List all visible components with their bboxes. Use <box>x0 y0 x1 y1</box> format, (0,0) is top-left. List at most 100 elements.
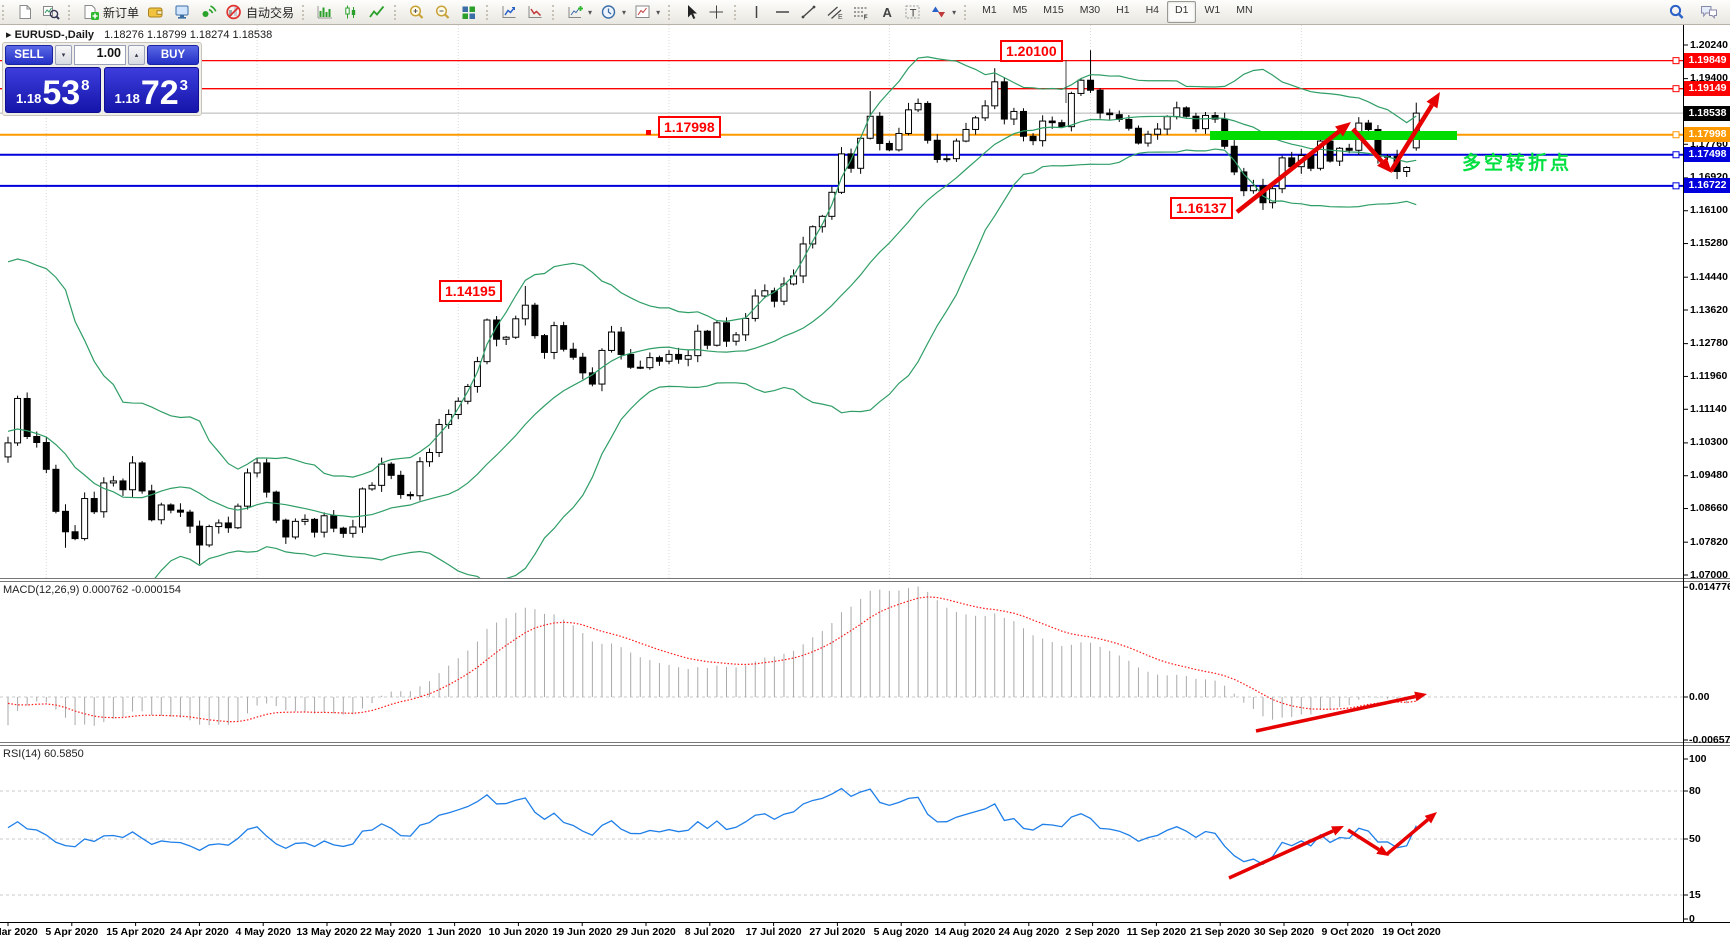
timeframe-m1-button[interactable]: M1 <box>982 4 997 16</box>
bar-chart-mode-button[interactable] <box>312 1 338 23</box>
draw-vline-button[interactable] <box>744 1 770 23</box>
cursor-button[interactable] <box>678 1 704 23</box>
toolbar-group: ▾ ▾ ▾ <box>560 0 666 24</box>
crosshair-button[interactable] <box>704 1 730 23</box>
wallet-icon <box>148 7 163 18</box>
timeframe-group: M1 M5 M15 M30 H1 H4 D1 W1 MN <box>972 0 1262 24</box>
neworder-icon <box>84 5 99 20</box>
draw-hline-button[interactable] <box>770 1 796 23</box>
toolbar-grip <box>394 4 399 20</box>
buy-button[interactable]: BUY <box>147 45 199 65</box>
tile-icon <box>462 6 476 19</box>
fibo-icon: F <box>854 7 868 21</box>
volume-decrement-button[interactable]: ▾ <box>55 45 72 65</box>
timeframe-w1-button[interactable]: W1 <box>1204 4 1221 16</box>
data-window-button[interactable] <box>169 1 195 23</box>
hline-icon <box>776 11 790 13</box>
svg-text:F: F <box>864 15 868 21</box>
line-chart-mode-button[interactable] <box>364 1 390 23</box>
candles-icon <box>345 5 356 19</box>
volume-input[interactable]: 1.00 <box>74 45 126 65</box>
toolbar-grip <box>552 4 557 20</box>
monitor-icon <box>175 5 189 19</box>
candle-chart-mode-button[interactable] <box>338 1 364 23</box>
volume-increment-button[interactable]: ▴ <box>128 45 145 65</box>
sell-price-panel[interactable]: 1.18 53 8 <box>5 67 101 113</box>
svg-text:T: T <box>910 8 917 20</box>
cursor-icon <box>688 5 698 19</box>
navigator-button[interactable] <box>195 1 221 23</box>
draw-trendline-button[interactable] <box>796 1 822 23</box>
timeframe-m15-button[interactable]: M15 <box>1043 4 1064 16</box>
zoomin-icon <box>409 5 424 19</box>
toolbar-grip <box>302 4 307 20</box>
rsi-label: RSI(14) 60.5850 <box>3 748 84 760</box>
search-button[interactable] <box>1664 1 1690 23</box>
chart-profiles-button[interactable] <box>38 1 64 23</box>
one-click-trading-widget: SELL ▾ 1.00 ▴ BUY 1.18 53 8 1.18 72 3 <box>2 42 202 116</box>
sell-price-prefix: 1.18 <box>16 91 42 106</box>
templates-button[interactable]: ▾ <box>630 1 664 23</box>
indik-icon <box>502 6 516 18</box>
tline-icon <box>801 5 816 19</box>
zoom-in-button[interactable] <box>404 1 430 23</box>
new-order-label: 新订单 <box>103 5 140 20</box>
channel-icon: E <box>827 6 843 20</box>
toolbar-group: E F A T ▾ <box>742 0 962 24</box>
dropdown-caret-icon: ▾ <box>656 7 661 17</box>
chart-symbol-line: ▸ EURUSD-,Daily 1.18276 1.18799 1.18274 1… <box>6 28 272 41</box>
zoom-out-button[interactable] <box>430 1 456 23</box>
timeframe-mn-button[interactable]: MN <box>1236 4 1253 16</box>
shapes-icon <box>932 6 946 18</box>
tile-windows-button[interactable] <box>456 1 482 23</box>
vline-icon <box>755 6 758 18</box>
draw-text-button[interactable]: A <box>874 1 900 23</box>
add-indicator-button[interactable]: ▾ <box>562 1 596 23</box>
svg-text:E: E <box>838 14 843 20</box>
new-order-button[interactable]: 新订单 <box>78 1 143 23</box>
periods-button[interactable]: ▾ <box>596 1 630 23</box>
toolbar-group <box>402 0 484 24</box>
auto-trading-button[interactable]: 自动交易 <box>221 1 298 23</box>
search-icon <box>1669 4 1684 19</box>
toolbar-group <box>494 0 550 24</box>
toolbar-grip <box>964 4 969 20</box>
chat-icon <box>1701 6 1717 19</box>
macd-label: MACD(12,26,9) 0.000762 -0.000154 <box>3 584 181 596</box>
indik2-icon <box>528 6 542 18</box>
buy-price-sup: 3 <box>179 77 188 94</box>
bars-icon <box>317 6 333 19</box>
market-watch-button[interactable] <box>143 1 169 23</box>
new-chart-button[interactable] <box>12 1 38 23</box>
auto-trading-label: 自动交易 <box>246 5 295 20</box>
signal-icon <box>202 5 217 17</box>
draw-shapes-button[interactable]: ▾ <box>926 1 960 23</box>
clock-icon <box>601 5 616 19</box>
draw-channel-button[interactable]: E <box>822 1 848 23</box>
dropdown-caret-icon: ▾ <box>622 7 627 17</box>
timeframe-m30-button[interactable]: M30 <box>1079 4 1101 16</box>
buy-price-panel[interactable]: 1.18 72 3 <box>103 67 199 113</box>
dropdown-caret-icon: ▾ <box>588 7 593 17</box>
sell-price-sup: 8 <box>81 77 90 94</box>
indicator-sub-button[interactable] <box>522 1 548 23</box>
timeframe-m5-button[interactable]: M5 <box>1012 4 1028 16</box>
toolbar-group: 新订单 自动交易 <box>76 0 300 24</box>
linechart-icon <box>369 5 385 18</box>
community-chat-button[interactable] <box>1696 1 1722 23</box>
indicator-window-button[interactable] <box>496 1 522 23</box>
timeframe-d1-button[interactable]: D1 <box>1167 1 1197 23</box>
dropdown-caret-icon: ▾ <box>952 7 957 17</box>
svg-text:A: A <box>883 5 893 20</box>
timeframe-h4-button[interactable]: H4 <box>1145 4 1160 16</box>
cross-icon <box>709 5 724 19</box>
timeframe-h1-button[interactable]: H1 <box>1116 4 1130 16</box>
toolbar-group <box>310 0 392 24</box>
sell-button[interactable]: SELL <box>5 45 53 65</box>
draw-fibonacci-button[interactable]: F <box>848 1 874 23</box>
toolbar-grip <box>68 4 73 20</box>
draw-label-button[interactable]: T <box>900 1 926 23</box>
textA-icon: A <box>883 5 893 20</box>
